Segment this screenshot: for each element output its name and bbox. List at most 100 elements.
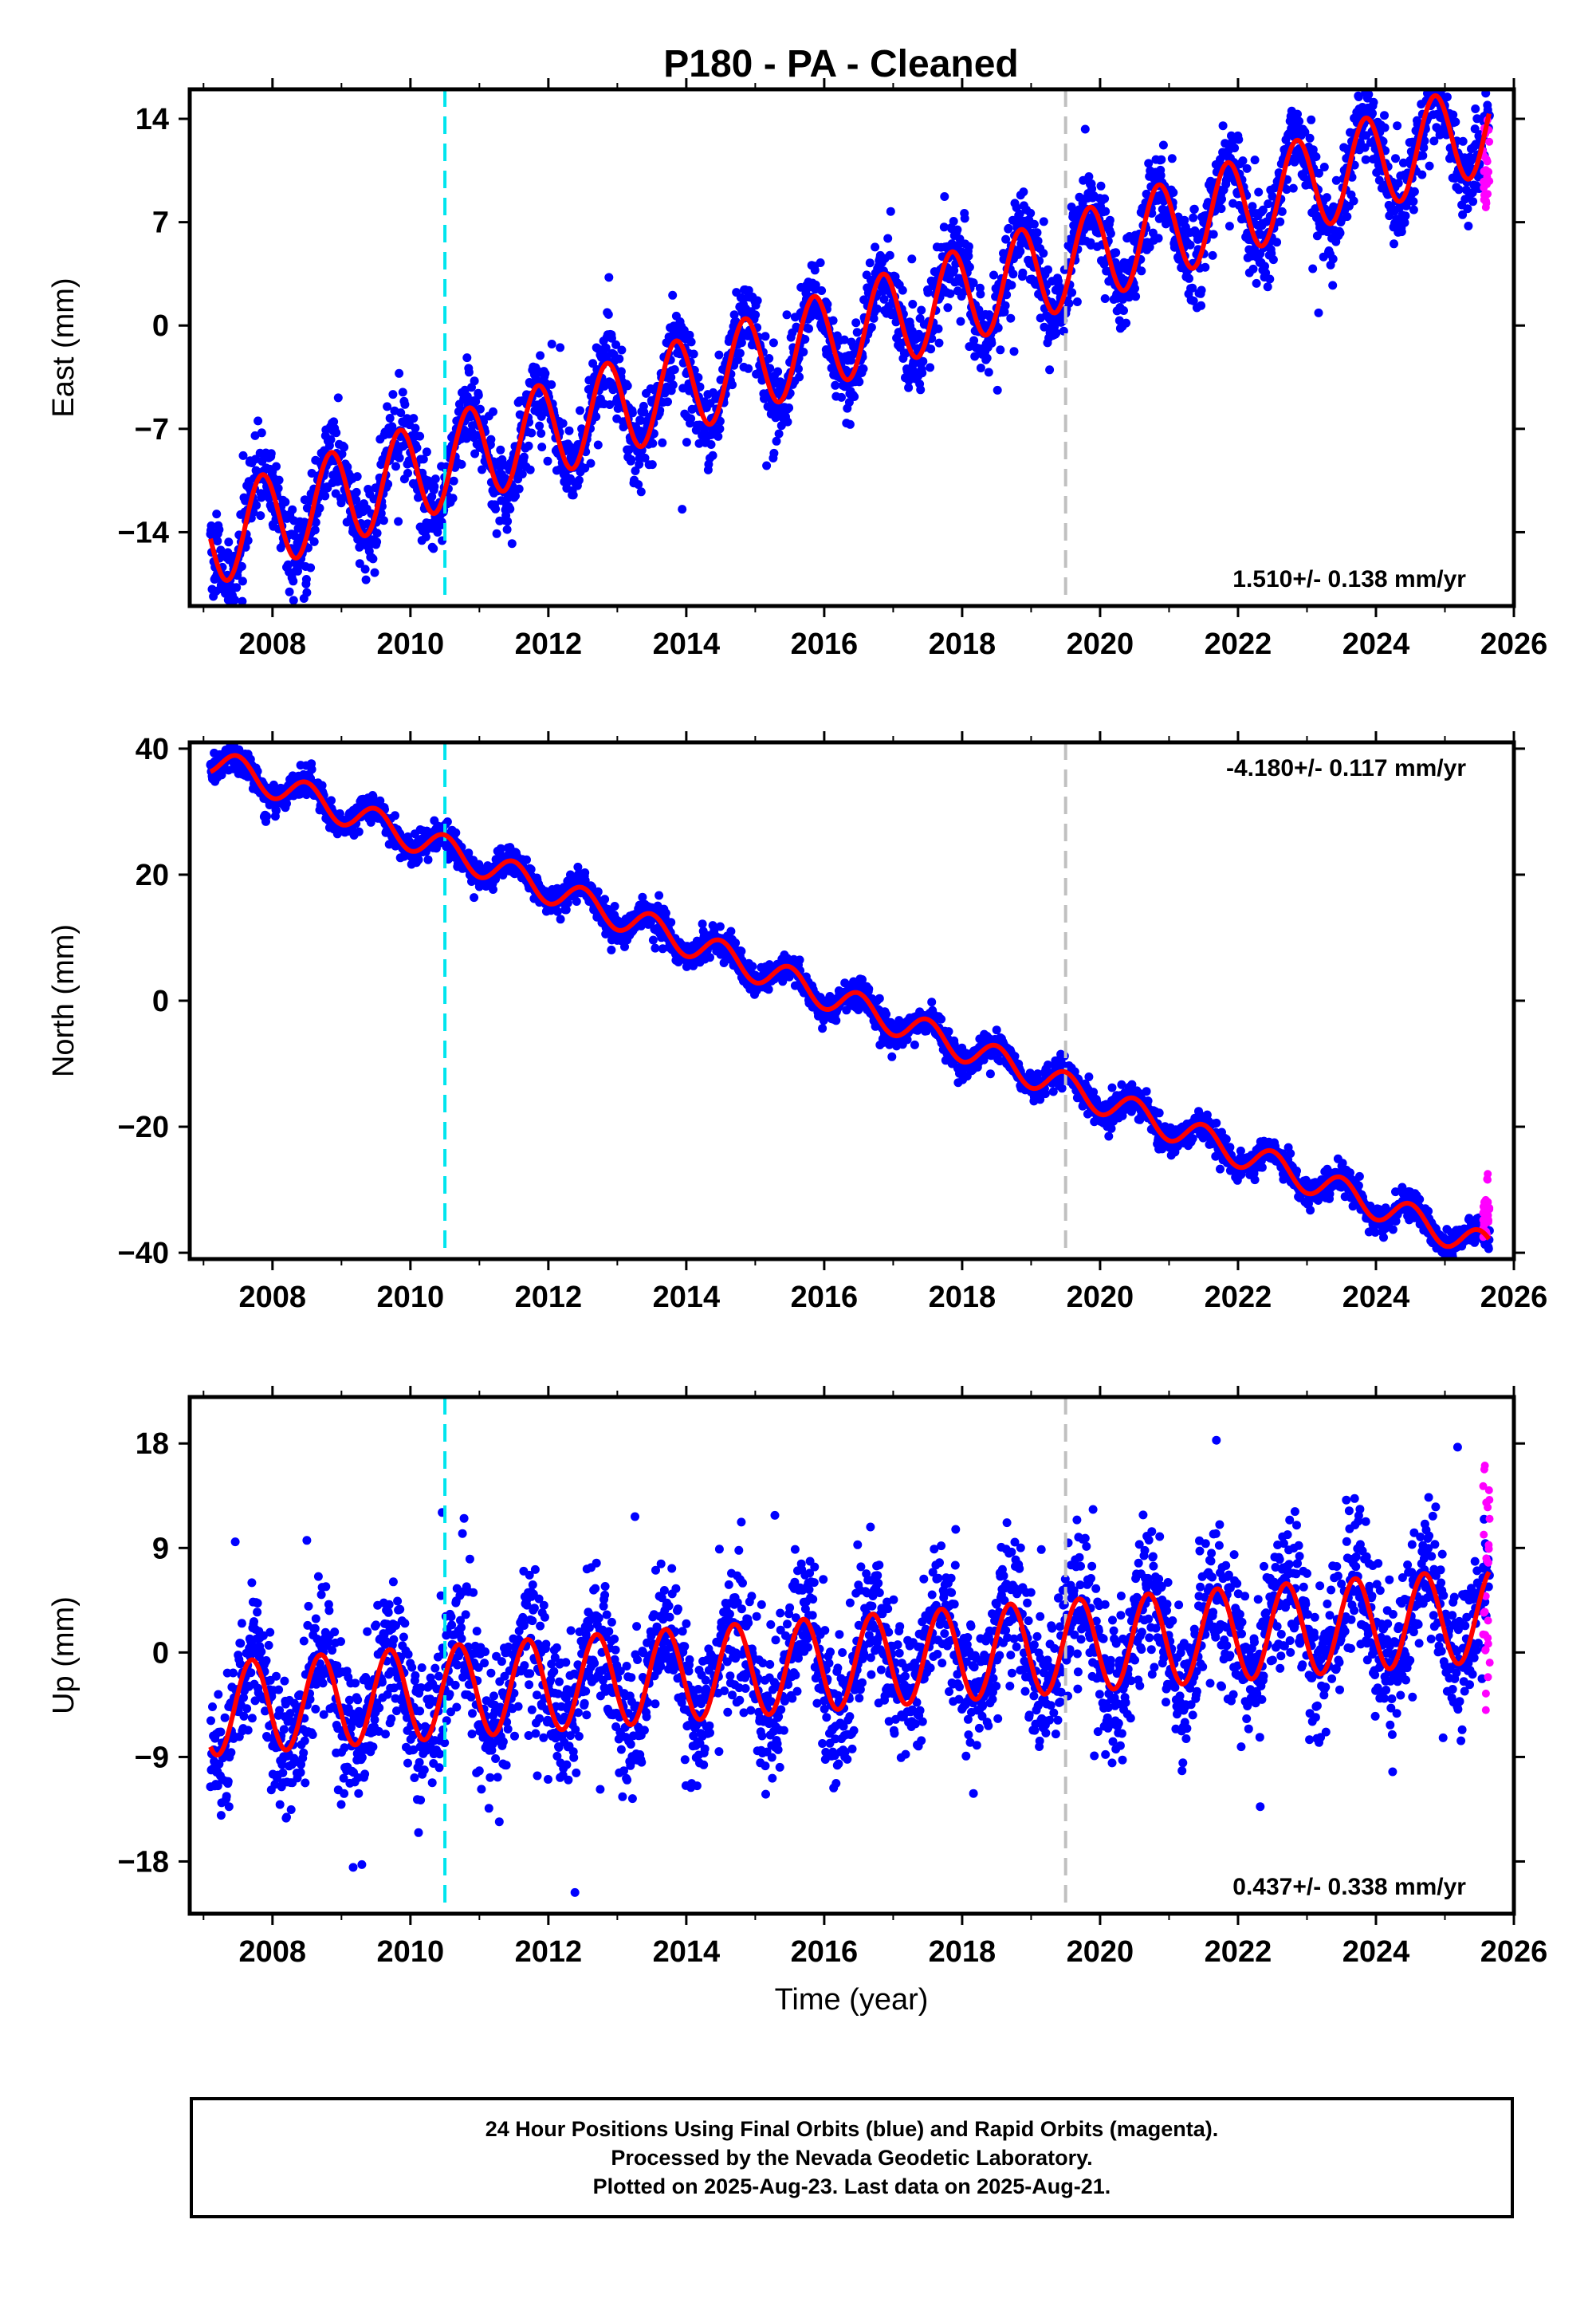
data-point [996,345,1005,355]
data-point [965,262,974,272]
data-point [1431,69,1440,78]
data-point [478,465,486,474]
data-point [1315,168,1323,178]
data-point [376,509,386,518]
data-point [573,862,583,872]
data-point [1197,285,1206,295]
data-point [568,490,578,500]
data-point [517,470,527,478]
data-point [1361,155,1370,164]
data-point [462,392,472,401]
data-point [1319,163,1329,171]
panel-north: 2008 2010 2012 2014 2016 2018 2020 2022 2024 2026… [47,731,1547,1314]
data-point [744,285,753,295]
data-point [1349,196,1358,206]
data-point [708,451,717,460]
data-point [1148,228,1158,238]
data-point [340,443,349,452]
data-point [368,554,378,564]
data-point [496,844,505,853]
data-point [212,510,222,519]
data-point [580,876,590,885]
data-point [666,372,676,382]
data-point [617,345,627,355]
data-point [1130,284,1139,293]
data-point [307,765,316,774]
data-point [845,419,855,429]
data-point [907,254,917,264]
x-tick-label: 2018 [929,628,997,661]
data-point [1380,123,1390,132]
chart-title: P180 - PA - Cleaned [663,43,1018,85]
data-point [1420,70,1429,79]
data-point [284,560,293,569]
data-point [1072,297,1082,306]
data-point [859,364,868,373]
data-point [1144,159,1154,168]
data-point [501,474,509,483]
data-point [576,406,584,415]
data-point [1264,199,1273,209]
data-point [1019,187,1028,197]
data-point [372,537,382,547]
data-point [1427,46,1436,55]
data-point [213,537,222,545]
data-point [262,812,271,821]
data-point [783,417,792,427]
data-point [1087,184,1097,194]
panel-east: 2008 2010 2012 2014 2016 2018 2020 2022 2024 2026… [47,46,1547,661]
data-point [470,376,479,386]
data-point [527,428,537,438]
data-point [1305,133,1315,143]
data-point [875,994,884,1003]
data-point [765,364,775,373]
y-tick-label: 7 [152,207,169,240]
data-point [395,368,404,378]
data-point [706,953,714,962]
data-point [817,286,827,295]
data-point [1282,185,1291,195]
data-point [1189,213,1198,222]
data-point [634,480,643,490]
data-point [547,380,556,389]
data-point [1328,254,1338,264]
data-point [558,419,568,428]
data-point [272,806,281,816]
data-point [1442,92,1452,102]
data-point [285,587,294,596]
data-point [1409,205,1418,214]
data-point [882,1009,891,1019]
data-point [1265,274,1275,284]
data-point [537,443,547,452]
data-point [1254,187,1264,197]
data-point [601,343,611,352]
data-point [989,270,998,280]
x-tick-label: 2022 [1205,628,1272,661]
data-point [1428,80,1437,89]
data-point [309,537,319,546]
data-point [1208,250,1217,260]
data-point [773,367,783,376]
data-point [1425,59,1433,68]
x-tick-label: 2016 [791,628,859,661]
data-point [735,348,745,358]
data-point [1111,248,1121,258]
data-point [370,568,379,577]
data-point [883,234,893,243]
data-point [1276,217,1285,226]
data-point [352,487,361,497]
data-point [715,424,725,434]
data-point [1167,154,1177,163]
data-point [1393,121,1402,131]
data-point [1033,236,1043,246]
data-point [964,251,973,261]
data-point [908,300,918,309]
data-point [457,459,466,469]
data-point [944,1027,953,1037]
data-point [593,440,603,450]
data-point [1209,230,1218,239]
data-point [1364,89,1374,99]
data-point [474,391,483,400]
data-point [1218,121,1228,131]
data-point [572,897,581,906]
